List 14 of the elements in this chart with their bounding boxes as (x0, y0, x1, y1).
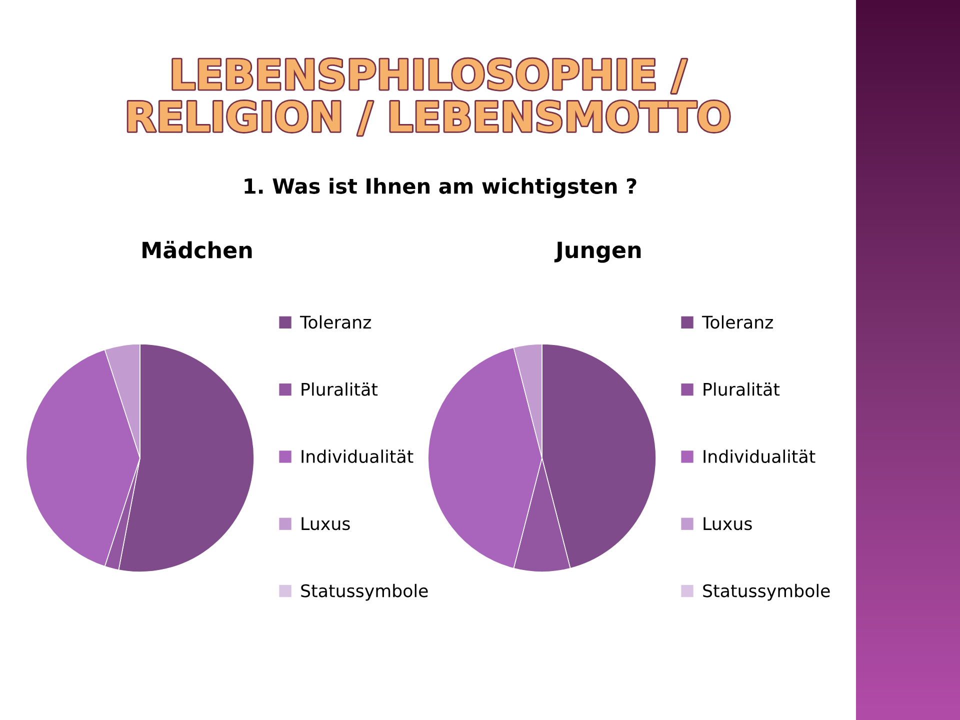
legend-label: Statussymbole (301, 584, 428, 601)
chart-title: Mädchen (142, 240, 252, 258)
legend-label: Toleranz (300, 315, 371, 329)
legend-label: Luxus (302, 517, 350, 530)
legend-label: Pluralität (704, 382, 780, 396)
legend-label: Individualität (704, 450, 816, 464)
chart-title: Jungen (554, 242, 641, 263)
legend-label: Toleranz (702, 315, 773, 329)
legend-label: Individualität (302, 450, 414, 464)
legend-label: Statussymbole (703, 584, 830, 601)
legend-label: Luxus (704, 517, 752, 530)
legend-label: Pluralität (302, 382, 378, 396)
text: 1. Was ist Ihnen am wichtigsten ? (244, 178, 636, 198)
text: LEBENSPHILOSOPHIE / RELIGION / LEBENSMOTTO (128, 58, 730, 136)
